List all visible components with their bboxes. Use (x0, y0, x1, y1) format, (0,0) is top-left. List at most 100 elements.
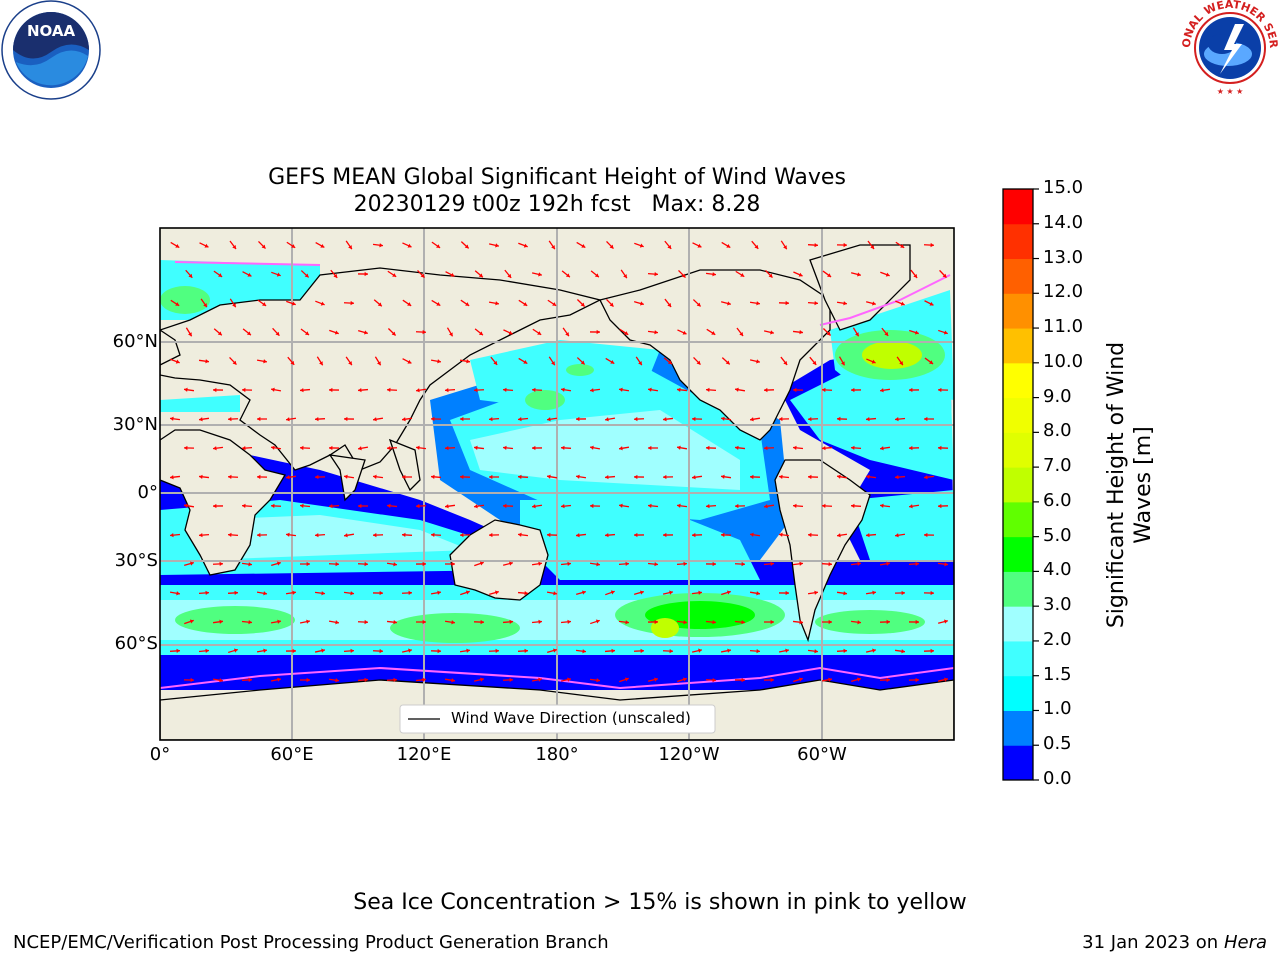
wave-direction-arrowhead (726, 243, 731, 248)
wave-direction-arrowhead (735, 503, 739, 509)
wave-direction-arrowhead (692, 475, 696, 480)
colorbar-tick-label: 3.0 (1043, 594, 1072, 616)
wave-direction-arrowhead (619, 387, 623, 392)
wave-direction-arrowhead (489, 532, 493, 538)
wave-direction-arrowhead (785, 590, 789, 596)
wave-direction-arrowhead (547, 474, 551, 479)
wave-direction-arrowhead (373, 532, 377, 538)
wave-direction-arrowhead (783, 360, 788, 365)
wave-direction-arrowhead (474, 387, 478, 393)
wave-direction-arrowhead (625, 620, 629, 625)
colorbar-label-line2: Waves [m] (1131, 426, 1156, 544)
wave-direction-arrowhead (321, 648, 325, 653)
wave-direction-arrowhead (611, 648, 615, 653)
wave-direction-arrowhead (213, 446, 217, 451)
wave-direction-arrowhead (756, 359, 760, 364)
wave-direction-arrowhead (503, 387, 507, 393)
wave-direction-arrowhead (553, 591, 557, 596)
wave-direction-arrowhead (518, 474, 522, 480)
wave-direction-arrowhead (943, 330, 948, 335)
wave-direction-arrowhead (750, 532, 754, 537)
wave-direction-arrowhead (663, 417, 667, 422)
wave-direction-arrowhead (348, 361, 352, 366)
wave-direction-arrowhead (205, 648, 209, 653)
wave-direction-arrowhead (924, 532, 928, 538)
wave-direction-arrowhead (594, 273, 599, 278)
wave-direction-arrowhead (474, 504, 478, 509)
wave-direction-arrowhead (567, 619, 571, 624)
wave-direction-arrowhead (669, 648, 673, 654)
wave-direction-arrowhead (915, 677, 919, 683)
wave-direction-arrowhead (184, 503, 188, 508)
wave-direction-arrowhead (697, 243, 702, 248)
wave-direction-arrowhead (692, 416, 696, 422)
wave-direction-arrowhead (654, 619, 658, 625)
wave-direction-arrowhead (648, 387, 652, 392)
footer-right: 31 Jan 2023 on Hera (1082, 932, 1267, 953)
wave-direction-arrowhead (814, 242, 818, 248)
wave-direction-arrowhead (648, 503, 652, 508)
wave-direction-arrowhead (814, 649, 818, 654)
wave-direction-arrowhead (437, 648, 441, 654)
wave-direction-arrowhead (176, 648, 180, 654)
wave-direction-arrowhead (257, 416, 261, 422)
wave-direction-arrowhead (344, 474, 348, 479)
wave-direction-arrowhead (640, 648, 644, 654)
wave-direction-arrowhead (595, 619, 600, 624)
wave-direction-arrowhead (286, 475, 290, 480)
wave-direction-arrowhead (263, 591, 267, 596)
wave-direction-arrowhead (551, 245, 555, 250)
wave-direction-arrowhead (333, 273, 338, 278)
wave-direction-arrowhead (275, 331, 280, 336)
wave-direction-arrowhead (605, 417, 609, 422)
wave-direction-arrowhead (909, 445, 913, 451)
wave-direction-arrowhead (407, 302, 412, 306)
colorbar-tick-label: 13.0 (1043, 246, 1084, 268)
wave-direction-arrowhead (204, 243, 209, 248)
wave-direction-arrowhead (320, 243, 325, 248)
wave-direction-arrowhead (654, 271, 658, 277)
wave-direction-arrowhead (901, 590, 905, 596)
wave-direction-arrowhead (798, 677, 803, 682)
wave-direction-arrowhead (335, 561, 339, 567)
wave-direction-arrowhead (880, 388, 884, 393)
lat-tick-30s: 30°S (114, 550, 158, 571)
wave-direction-arrowhead (799, 330, 803, 335)
wave-direction-arrowhead (480, 619, 484, 625)
sea-ice-fringe (160, 261, 954, 690)
wave-direction-arrowhead (727, 648, 731, 653)
wave-direction-arrowhead (170, 475, 174, 480)
wave-direction-arrowhead (812, 360, 817, 365)
wave-direction-arrowhead (300, 503, 304, 508)
wave-direction-arrowhead (857, 272, 861, 277)
wave-direction-arrowhead (909, 387, 913, 393)
wave-direction-arrowhead (263, 648, 267, 653)
wave-direction-arrowhead (944, 562, 948, 567)
wave-direction-arrowhead (448, 332, 453, 337)
wave-direction-arrowhead (561, 387, 565, 392)
wave-direction-arrowhead (944, 619, 948, 624)
wave-direction-arrowhead (828, 677, 832, 682)
colorbar-tick-label: 14.0 (1043, 211, 1084, 233)
wave-direction-arrowhead (900, 301, 905, 306)
wave-direction-arrowhead (683, 561, 687, 567)
wave-direction-arrowhead (895, 474, 899, 480)
wave-direction-arrowhead (779, 532, 783, 537)
wave-direction-arrowhead (445, 504, 449, 509)
wave-direction-arrowhead (872, 301, 876, 306)
wave-direction-arrowhead (478, 331, 483, 336)
wave-direction-arrowhead (822, 387, 826, 393)
wave-direction-arrowhead (277, 619, 281, 624)
wave-direction-arrowhead (305, 331, 310, 335)
wave-direction-arrowhead (667, 360, 672, 365)
wave-direction-arrowhead (377, 302, 382, 307)
wave-direction-arrowhead (271, 503, 275, 509)
lat-tick-60s: 60°S (114, 633, 158, 654)
wave-direction-arrowhead (768, 273, 773, 278)
lon-tick-60w: 60°W (797, 744, 847, 765)
wave-direction-arrowhead (509, 561, 513, 566)
wave-direction-arrowhead (938, 503, 942, 509)
colorbar-tick-label: 11.0 (1043, 316, 1084, 338)
wave-direction-arrowhead (669, 590, 673, 595)
wave-direction-arrowhead (866, 474, 870, 479)
